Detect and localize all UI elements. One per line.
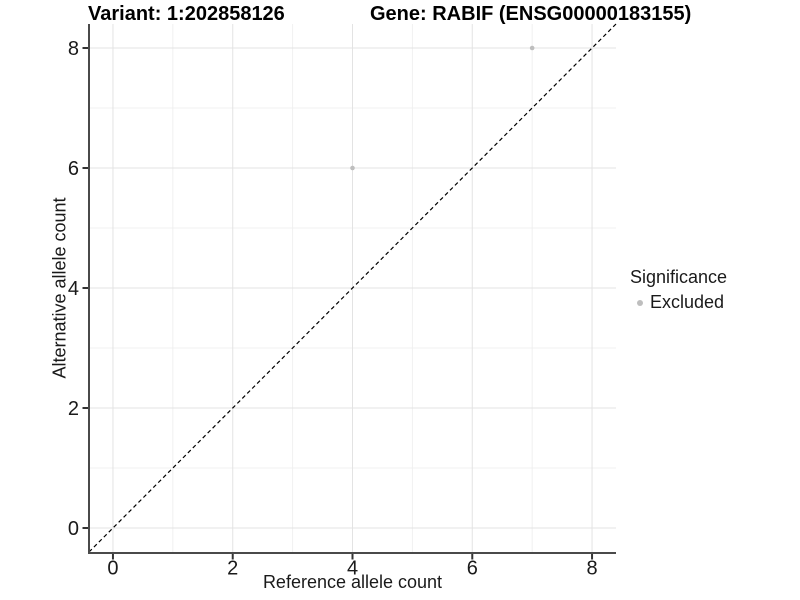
y-tick-label: 4 xyxy=(68,278,79,300)
x-tick-label: 0 xyxy=(107,558,118,580)
variant-title: Variant: 1:202858126 xyxy=(88,3,285,25)
identity-line xyxy=(88,23,617,553)
legend-item-label: Excluded xyxy=(650,292,725,312)
data-point xyxy=(529,45,535,51)
y-axis-title: Alternative allele count xyxy=(49,197,70,379)
x-axis-title: Reference allele count xyxy=(262,572,443,592)
x-tick-label: 2 xyxy=(227,558,238,580)
data-point xyxy=(350,165,355,171)
legend-item-excluded: Excluded xyxy=(630,292,727,313)
x-tick-label: 8 xyxy=(586,558,597,580)
legend-title: Significance xyxy=(630,267,728,287)
y-tick-label: 8 xyxy=(68,38,79,60)
excluded-point-icon xyxy=(637,299,643,306)
y-tick-label: 6 xyxy=(68,158,79,180)
gene-title: Gene: RABIF (ENSG00000183155) xyxy=(370,3,692,25)
y-tick-label: 2 xyxy=(68,398,79,420)
x-tick-label: 6 xyxy=(467,558,478,580)
x-tick-label: 4 xyxy=(347,558,358,580)
y-tick-label: 0 xyxy=(68,518,79,540)
legend: Significance Excluded xyxy=(630,267,727,313)
